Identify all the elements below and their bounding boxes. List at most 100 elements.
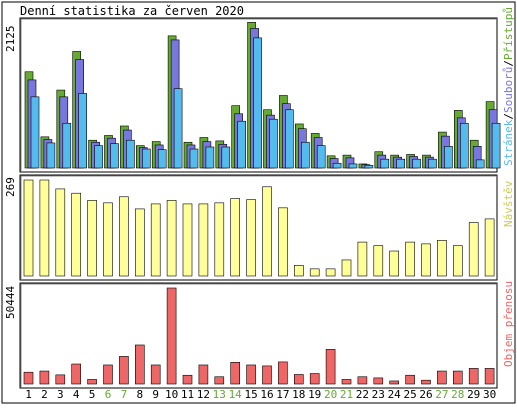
chart-title: Denní statistika za červen 2020	[20, 4, 244, 18]
visits-bar-25	[405, 241, 415, 277]
pages-bar-26	[428, 158, 437, 169]
kbytes-bar-1	[23, 371, 34, 385]
outer-border	[1, 1, 516, 404]
x-tick-label-14: 14	[229, 388, 243, 401]
kbytes-bar-10	[166, 287, 177, 385]
x-tick-label-16: 16	[260, 388, 273, 401]
pages-bar-18	[300, 141, 310, 169]
kbytes-bar-5	[87, 379, 97, 385]
visits-bar-7	[119, 196, 129, 277]
x-tick-label-26: 26	[419, 388, 432, 401]
panel-frame-kbytes	[19, 282, 498, 389]
x-tick-label-27: 27	[435, 388, 448, 401]
visits-bar-19	[309, 268, 320, 277]
pages-bar-13	[221, 146, 231, 169]
legend-separator-2: /	[502, 60, 515, 67]
visits-bar-6	[103, 202, 113, 277]
visits-bar-1	[23, 179, 34, 277]
visits-bar-27	[437, 240, 447, 277]
visits-bar-18	[293, 264, 304, 277]
x-tick-label-4: 4	[73, 388, 80, 401]
kbytes-bar-30	[484, 368, 495, 385]
visits-bar-9	[150, 203, 161, 277]
visits-bar-11	[182, 203, 193, 277]
visits-bar-3	[55, 188, 66, 277]
legend-visits: Návštěv	[502, 180, 515, 227]
pages-bar-2	[46, 142, 56, 169]
kbytes-bar-24	[389, 380, 400, 385]
visits-bar-21	[341, 259, 352, 277]
kbytes-bar-13	[214, 376, 225, 385]
pages-bar-6	[110, 143, 119, 169]
visits-bar-13	[214, 202, 225, 277]
visits-bar-5	[87, 200, 97, 277]
x-tick-label-29: 29	[467, 388, 480, 401]
visits-bar-14	[230, 198, 240, 277]
visits-bar-15	[246, 199, 256, 277]
y-max-label-hits: 2125	[4, 26, 17, 53]
pages-bar-30	[491, 122, 501, 169]
pages-bar-25	[412, 158, 421, 169]
kbytes-bar-19	[309, 373, 320, 385]
visits-bar-22	[357, 241, 368, 277]
x-tick-label-17: 17	[276, 388, 289, 401]
visits-bar-4	[71, 192, 81, 277]
x-tick-label-20: 20	[324, 388, 337, 401]
visits-bar-30	[484, 218, 495, 277]
pages-bar-14	[237, 120, 246, 169]
x-tick-label-8: 8	[136, 388, 143, 401]
visits-bar-10	[166, 200, 177, 277]
x-tick-label-28: 28	[451, 388, 464, 401]
legend-pages: Stránek	[502, 119, 515, 166]
x-tick-label-13: 13	[213, 388, 226, 401]
visits-bar-24	[389, 250, 400, 277]
kbytes-bar-8	[135, 344, 145, 385]
kbytes-bar-6	[103, 364, 113, 385]
legend-separator-1: /	[502, 113, 515, 120]
pages-bar-21	[348, 163, 358, 169]
kbytes-bar-2	[39, 370, 50, 385]
visits-bar-20	[325, 268, 336, 277]
kbytes-bar-29	[468, 368, 479, 385]
pages-bar-24	[396, 158, 406, 169]
kbytes-bar-7	[119, 356, 129, 385]
pages-bar-28	[459, 122, 469, 169]
pages-bar-19	[316, 145, 326, 169]
x-tick-label-6: 6	[105, 388, 112, 401]
legend-files: Souborů	[502, 67, 515, 113]
x-tick-label-7: 7	[121, 388, 128, 401]
x-tick-label-30: 30	[483, 388, 496, 401]
kbytes-bar-25	[405, 374, 415, 385]
kbytes-bar-26	[421, 379, 431, 385]
x-tick-label-25: 25	[403, 388, 416, 401]
kbytes-bar-12	[198, 364, 209, 385]
pages-bar-1	[30, 96, 40, 169]
panel-frame-visits	[19, 174, 498, 281]
pages-bar-12	[205, 146, 215, 169]
visits-bar-16	[262, 186, 272, 277]
x-tick-label-10: 10	[165, 388, 178, 401]
kbytes-bar-4	[71, 363, 81, 385]
kbytes-bar-17	[278, 361, 288, 385]
y-max-label-visits: 269	[4, 177, 17, 197]
kbytes-bar-20	[325, 349, 336, 385]
visits-bar-2	[39, 179, 50, 277]
pages-bar-27	[444, 146, 453, 169]
pages-bar-7	[126, 139, 135, 169]
kbytes-bar-23	[373, 377, 384, 385]
kbytes-bar-3	[55, 374, 66, 385]
pages-bar-4	[78, 93, 87, 169]
kbytes-bar-28	[452, 370, 463, 385]
x-tick-label-1: 1	[25, 388, 32, 401]
visits-bar-29	[468, 222, 479, 277]
pages-bar-5	[94, 145, 103, 169]
kbytes-bar-21	[341, 379, 352, 385]
panel-frame-hits	[19, 17, 498, 173]
visits-bar-28	[452, 245, 463, 277]
pages-bar-29	[475, 159, 485, 169]
visits-bar-17	[278, 207, 288, 277]
x-tick-label-3: 3	[57, 388, 64, 401]
kbytes-bar-22	[357, 376, 368, 385]
pages-bar-22	[364, 164, 374, 169]
